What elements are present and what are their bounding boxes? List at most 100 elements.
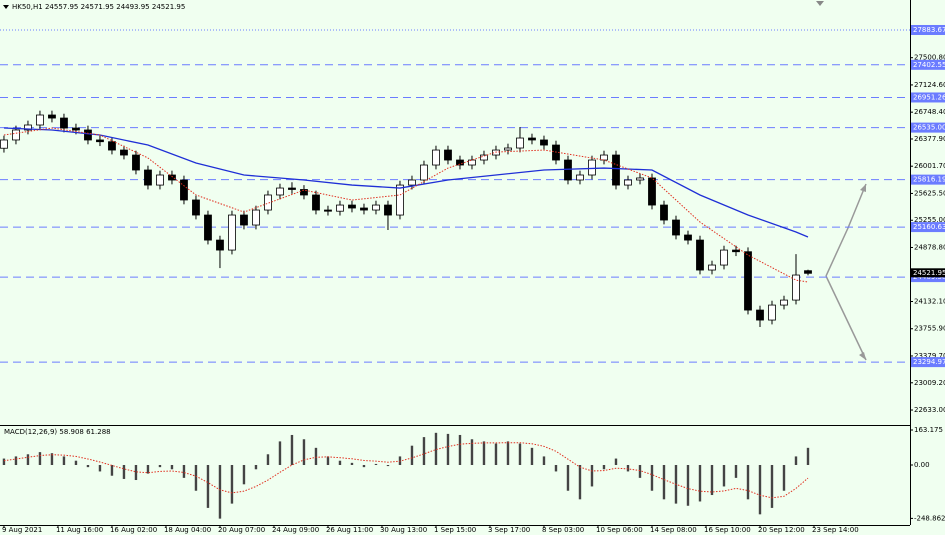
histogram-bar — [290, 434, 294, 465]
candle-body — [132, 154, 140, 171]
candle-body — [768, 304, 776, 321]
histogram-bar — [422, 437, 426, 465]
symbol: HK50,H1 — [12, 3, 43, 11]
histogram-bar — [350, 462, 354, 465]
candle-body — [480, 154, 488, 161]
histogram-bar — [206, 464, 210, 508]
projection-arrow-down — [825, 275, 867, 361]
histogram-bar — [554, 464, 558, 472]
candle-body — [504, 147, 512, 151]
candle-body — [408, 179, 416, 186]
histogram-bar — [242, 464, 246, 485]
histogram-bar — [746, 464, 750, 500]
histogram-bar — [530, 447, 534, 465]
level-label: 25816.19 — [913, 176, 945, 184]
histogram-bar — [410, 445, 414, 465]
candle-body — [672, 219, 680, 236]
y-tick-label: 23755.90 — [914, 325, 945, 333]
y-tick-label: 26377.90 — [914, 135, 945, 143]
candle-body — [24, 124, 32, 131]
histogram-bar — [686, 464, 690, 506]
candle-body — [48, 114, 56, 119]
x-tick-label: 30 Aug 13:00 — [380, 526, 427, 534]
histogram-bar — [326, 456, 330, 465]
histogram-bar — [722, 464, 726, 487]
level-label: 26951.26 — [913, 93, 945, 101]
x-tick-label: 20 Sep 12:00 — [758, 526, 805, 534]
candle-body — [336, 204, 344, 212]
histogram-bar — [626, 464, 630, 472]
candle-body — [36, 114, 44, 126]
last-close: 24521.95 — [152, 3, 185, 11]
y-tick-label: 26001.70 — [914, 162, 945, 170]
x-tick-label: 9 Aug 2021 — [2, 526, 42, 534]
candle-body — [564, 159, 572, 181]
candle-body — [348, 204, 356, 209]
x-tick-label: 18 Aug 04:00 — [164, 526, 211, 534]
histogram-bar — [506, 441, 510, 465]
histogram-bar — [578, 464, 582, 500]
histogram-bar — [50, 453, 54, 465]
histogram-bar — [782, 464, 786, 491]
signal-line — [3, 442, 809, 499]
candle-body — [288, 187, 296, 190]
candle-body — [444, 149, 452, 161]
level-tag — [911, 174, 945, 185]
level-tag — [911, 222, 945, 233]
candle-body — [576, 174, 584, 181]
histogram-bar — [38, 452, 42, 465]
level-tag — [911, 59, 945, 70]
y-tick-label: 24132.10 — [914, 298, 945, 306]
candle-body — [744, 251, 752, 311]
histogram-bar — [122, 464, 126, 479]
histogram-bar — [74, 460, 78, 465]
level-tag — [911, 357, 945, 368]
last-low: 24493.95 — [116, 3, 149, 11]
level-label: 27883.67 — [913, 26, 945, 34]
candle-body — [96, 139, 104, 143]
candle-body — [792, 274, 800, 301]
histogram-bar — [170, 464, 174, 470]
candle-body — [456, 159, 464, 166]
symbol-menu[interactable] — [3, 5, 9, 9]
level-label: 25160.63 — [913, 223, 945, 231]
candle-body — [780, 299, 788, 306]
histogram-bar — [26, 454, 30, 465]
candle-body — [12, 129, 20, 141]
histogram-bar — [458, 434, 462, 465]
candle-body — [468, 159, 476, 166]
y-tick-label: 22633.00 — [914, 406, 945, 414]
candle-body — [372, 204, 380, 211]
candle-body — [396, 184, 404, 216]
histogram-bar — [98, 464, 102, 472]
histogram-bar — [110, 464, 114, 476]
macd-title: MACD(12,26,9) 58.908 61.288 — [4, 428, 111, 436]
y-tick-label: 26748.40 — [914, 108, 945, 116]
histogram-bar — [146, 464, 150, 474]
y-tick-label: 0.00 — [914, 461, 930, 469]
histogram-bar — [182, 464, 186, 478]
candle-body — [156, 174, 164, 186]
level-label: 26535.00 — [913, 124, 945, 132]
candle-body — [72, 127, 80, 131]
y-tick-label: 25255.00 — [914, 216, 945, 224]
arrow-head — [860, 184, 866, 192]
last-open: 24557.95 — [45, 3, 78, 11]
histogram-bar — [806, 447, 810, 465]
histogram-bar — [662, 464, 666, 500]
x-tick-label: 1 Sep 15:00 — [434, 526, 476, 534]
histogram-bar — [86, 464, 90, 468]
candle-body — [516, 137, 524, 149]
candle-body — [168, 174, 176, 181]
x-tick-label: 3 Sep 17:00 — [488, 526, 530, 534]
chart-header: HK50,H1 24557.95 24571.95 24493.95 24521… — [12, 3, 185, 11]
candle-body — [432, 149, 440, 166]
candle-body — [756, 309, 764, 321]
candle-body — [648, 177, 656, 206]
candle-body — [144, 169, 152, 186]
candle-body — [0, 139, 8, 149]
x-tick-label: 26 Aug 11:00 — [326, 526, 373, 534]
x-tick-label: 10 Sep 06:00 — [596, 526, 643, 534]
candle-body — [84, 129, 92, 141]
moving-average — [3, 127, 809, 283]
